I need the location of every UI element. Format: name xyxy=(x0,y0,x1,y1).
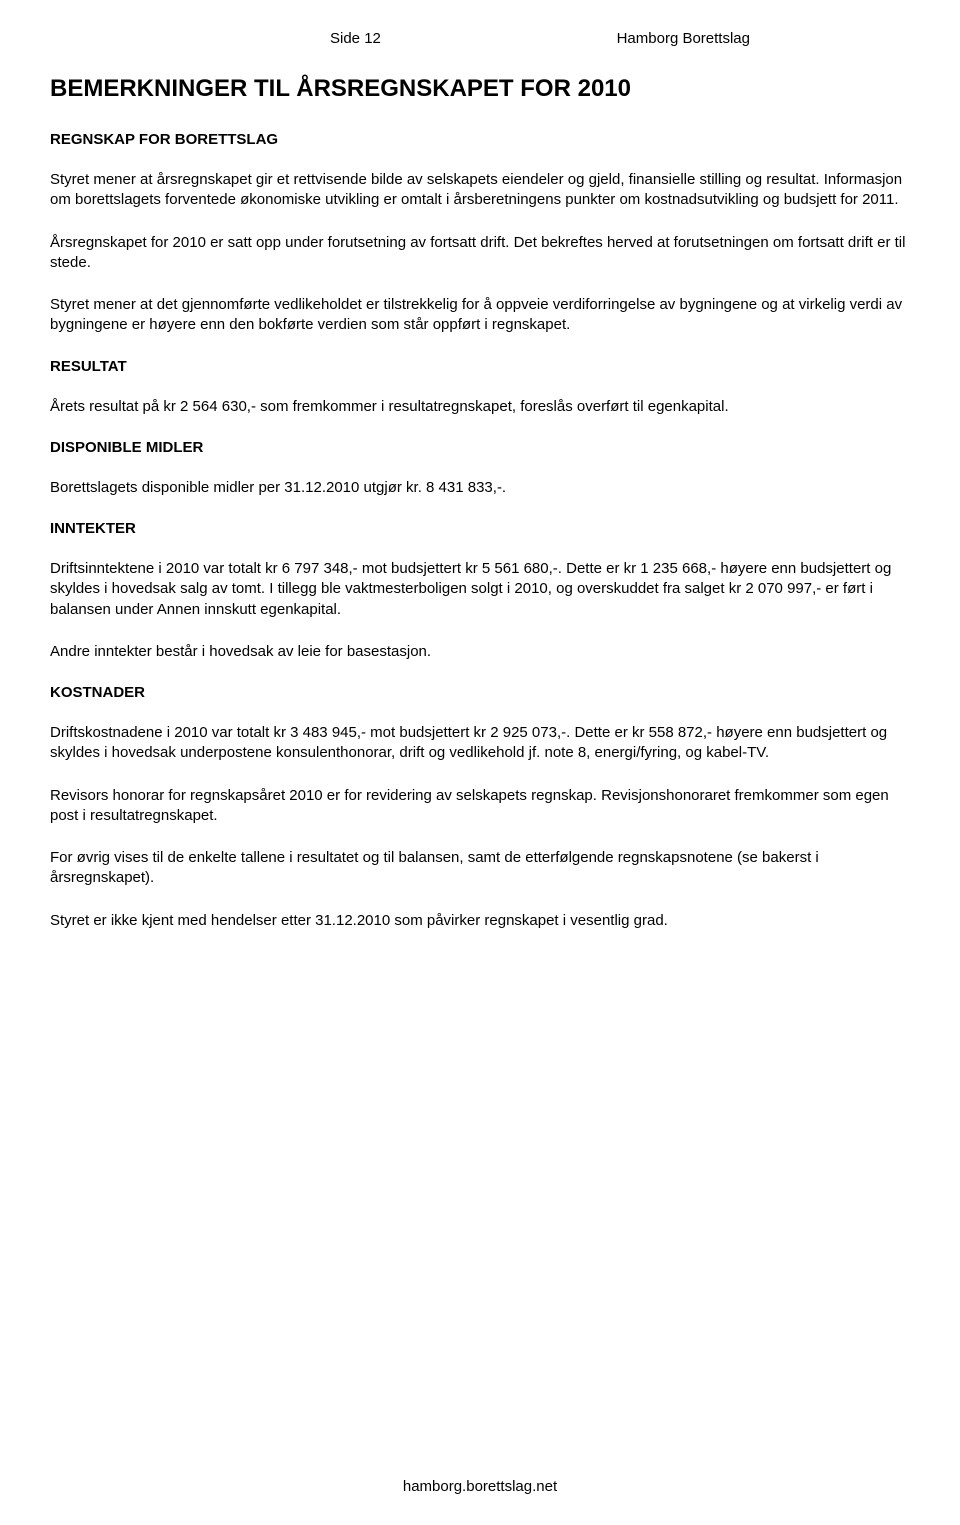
paragraph-text: Revisors honorar for regnskapsåret 2010 … xyxy=(50,786,910,827)
page-number-label: Side 12 xyxy=(330,30,381,47)
page-footer: hamborg.borettslag.net xyxy=(0,1478,960,1495)
paragraph-text: Driftskostnadene i 2010 var totalt kr 3 … xyxy=(50,723,910,764)
paragraph-text: Borettslagets disponible midler per 31.1… xyxy=(50,478,910,498)
paragraph-text: For øvrig vises til de enkelte tallene i… xyxy=(50,848,910,889)
section-heading-regnskap: REGNSKAP FOR BORETTSLAG xyxy=(50,131,910,148)
section-heading-kostnader: KOSTNADER xyxy=(50,684,910,701)
page-header: Side 12 Hamborg Borettslag xyxy=(50,30,910,47)
document-title: BEMERKNINGER TIL ÅRSREGNSKAPET FOR 2010 xyxy=(50,75,910,103)
paragraph-text: Andre inntekter består i hovedsak av lei… xyxy=(50,642,910,662)
paragraph-text: Styret mener at årsregnskapet gir et ret… xyxy=(50,170,910,211)
footer-url: hamborg.borettslag.net xyxy=(403,1478,557,1495)
section-heading-resultat: RESULTAT xyxy=(50,358,910,375)
paragraph-text: Årsregnskapet for 2010 er satt opp under… xyxy=(50,233,910,274)
paragraph-text: Driftsinntektene i 2010 var totalt kr 6 … xyxy=(50,559,910,620)
paragraph-text: Styret er ikke kjent med hendelser etter… xyxy=(50,911,910,931)
organization-name: Hamborg Borettslag xyxy=(617,30,750,47)
paragraph-text: Styret mener at det gjennomførte vedlike… xyxy=(50,295,910,336)
section-heading-inntekter: INNTEKTER xyxy=(50,520,910,537)
section-heading-disponible: DISPONIBLE MIDLER xyxy=(50,439,910,456)
paragraph-text: Årets resultat på kr 2 564 630,- som fre… xyxy=(50,397,910,417)
